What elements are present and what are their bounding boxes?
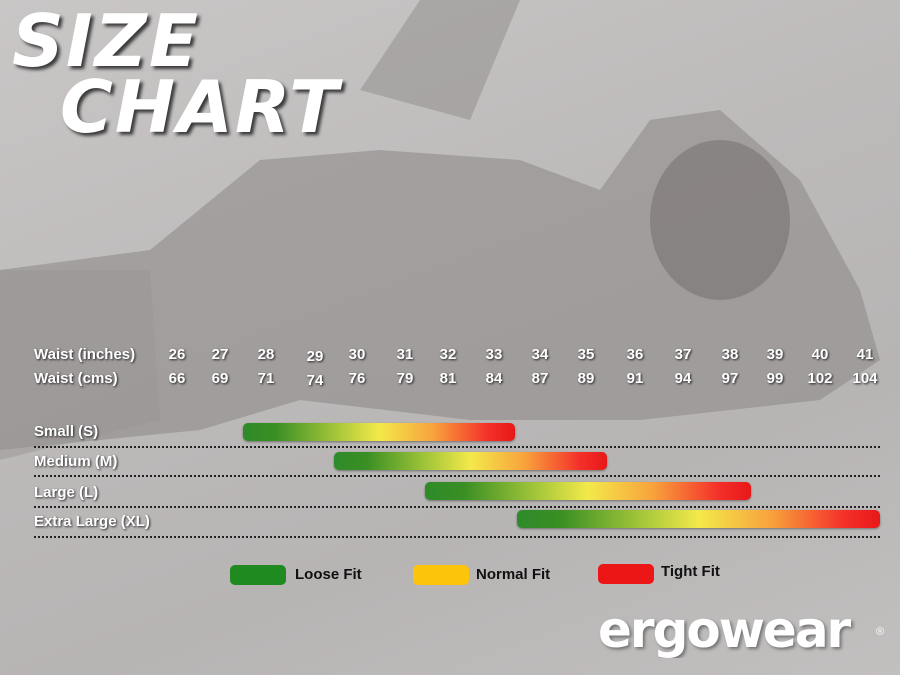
waist-cms-label: Waist (cms) [34, 370, 118, 387]
waist-inches-value: 37 [674, 346, 692, 363]
waist-cms-value: 91 [626, 370, 644, 387]
size-range-bar [334, 452, 607, 470]
waist-cms-value: 81 [439, 370, 457, 387]
legend-swatch-loose [230, 565, 286, 585]
waist-inches-value: 32 [439, 346, 457, 363]
waist-cms-value: 69 [211, 370, 229, 387]
waist-cms-value: 102 [807, 370, 833, 387]
waist-inches-label: Waist (inches) [34, 346, 136, 363]
legend-swatch-tight [598, 564, 654, 584]
waist-cms-value: 76 [348, 370, 366, 387]
legend-swatch-normal [413, 565, 469, 585]
waist-cms-value: 79 [396, 370, 414, 387]
waist-inches-value: 29 [306, 348, 324, 365]
waist-inches-value: 38 [721, 346, 739, 363]
waist-cms-value: 99 [766, 370, 784, 387]
divider [34, 536, 880, 538]
waist-cms-value: 97 [721, 370, 739, 387]
waist-inches-value: 41 [856, 346, 874, 363]
title-line-1: SIZE [12, 0, 201, 83]
waist-inches-value: 31 [396, 346, 414, 363]
size-label-extra-large: Extra Large (XL) [34, 513, 150, 530]
waist-cms-value: 66 [168, 370, 186, 387]
size-range-bar [243, 423, 515, 441]
size-range-bar [517, 510, 880, 528]
waist-inches-value: 39 [766, 346, 784, 363]
size-label-medium: Medium (M) [34, 453, 118, 470]
waist-inches-value: 30 [348, 346, 366, 363]
legend-tight-fit: Tight Fit [661, 563, 720, 580]
title-line-2: CHART [60, 65, 341, 149]
divider [34, 506, 880, 508]
registered-mark: ® [876, 626, 885, 638]
waist-cms-value: 71 [257, 370, 275, 387]
legend-normal-fit: Normal Fit [476, 566, 551, 583]
waist-inches-value: 28 [257, 346, 275, 363]
waist-cms-value: 87 [531, 370, 549, 387]
waist-inches-value: 26 [168, 346, 186, 363]
waist-inches-value: 34 [531, 346, 549, 363]
ergowear-logo: ergowear [598, 602, 851, 658]
size-range-bar [425, 482, 751, 500]
divider [34, 475, 880, 477]
waist-cms-value: 104 [852, 370, 878, 387]
divider [34, 446, 880, 448]
waist-cms-value: 89 [577, 370, 595, 387]
size-label-small: Small (S) [34, 423, 99, 440]
waist-inches-value: 35 [577, 346, 595, 363]
legend-loose-fit: Loose Fit [295, 566, 362, 583]
waist-inches-value: 36 [626, 346, 644, 363]
waist-cms-value: 74 [306, 372, 324, 389]
waist-inches-value: 27 [211, 346, 229, 363]
waist-inches-value: 40 [811, 346, 829, 363]
waist-cms-value: 84 [485, 370, 503, 387]
waist-inches-value: 33 [485, 346, 503, 363]
size-label-large: Large (L) [34, 484, 99, 501]
waist-cms-value: 94 [674, 370, 692, 387]
